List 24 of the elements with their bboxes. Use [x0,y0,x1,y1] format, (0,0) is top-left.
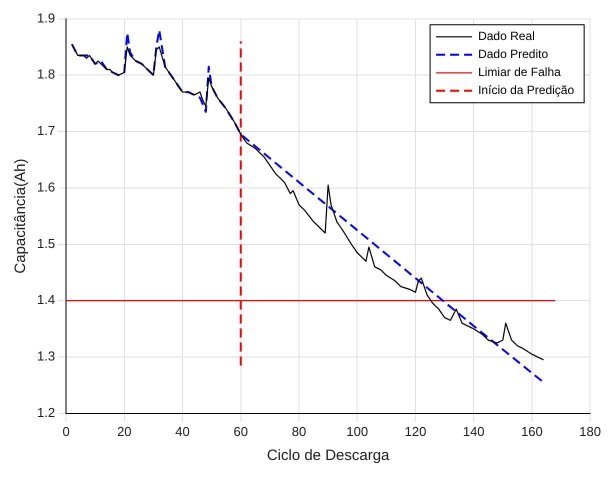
y-tick-label: 1.4 [36,292,56,308]
x-tick-label: 20 [117,424,132,439]
legend-label: Início da Predição [478,83,574,98]
x-axis-title: Ciclo de Descarga [266,447,390,464]
y-tick-label: 1.6 [36,179,56,194]
x-tick-label: 100 [346,424,368,439]
x-tick-label: 40 [175,424,190,439]
x-tick-label: 0 [62,424,70,439]
y-tick-label: 1.8 [36,66,56,82]
y-tick-label: 1.3 [36,348,56,364]
legend-label: Limiar de Falha [478,65,562,80]
x-tick-label: 180 [579,424,602,439]
x-tick-label: 60 [234,424,248,439]
x-tick-label: 80 [292,424,306,439]
legend-label: Dado Predito [478,47,548,62]
y-axis-title: Capacitância(Ah) [12,158,30,274]
x-tick-label: 160 [521,424,543,439]
y-tick-label: 1.9 [36,10,56,26]
x-tick-label: 120 [404,424,426,439]
y-tick-label: 1.2 [36,404,56,420]
x-tick-label: 140 [462,424,485,439]
legend-label: Dado Real [478,29,535,44]
y-tick-label: 1.5 [36,236,56,251]
y-tick-label: 1.7 [36,123,56,138]
